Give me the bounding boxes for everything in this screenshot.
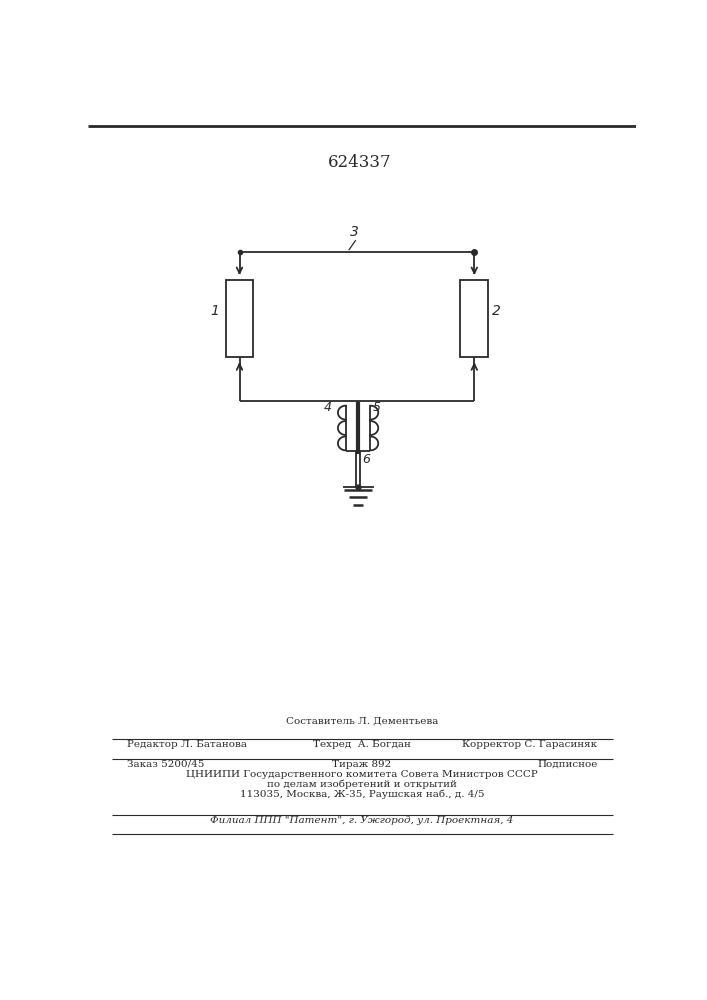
Text: Подписное: Подписное [537, 760, 597, 769]
Text: 624337: 624337 [328, 154, 392, 171]
Text: Заказ 5200/45: Заказ 5200/45 [127, 760, 204, 769]
Text: 2: 2 [492, 304, 501, 318]
Text: Корректор С. Гарасиняк: Корректор С. Гарасиняк [462, 740, 597, 749]
Text: Редактор Л. Батанова: Редактор Л. Батанова [127, 740, 247, 749]
Bar [460, 280, 489, 357]
Text: 6: 6 [362, 453, 370, 466]
Text: 3: 3 [351, 225, 359, 239]
Text: Составитель Л. Дементьева: Составитель Л. Дементьева [286, 717, 438, 726]
Text: ЦНИИПИ Государственного комитета Совета Министров СССР: ЦНИИПИ Государственного комитета Совета … [186, 770, 538, 779]
Text: по делам изобретений и открытий: по делам изобретений и открытий [267, 780, 457, 789]
Text: 4: 4 [324, 401, 332, 414]
Text: Тираж 892: Тираж 892 [332, 760, 392, 769]
Text: 1: 1 [211, 304, 219, 318]
Text: Филиал ППП "Патент", г. Ужгород, ул. Проектная, 4: Филиал ППП "Патент", г. Ужгород, ул. Про… [210, 816, 514, 825]
Bar [226, 280, 253, 357]
Text: 5: 5 [373, 401, 381, 414]
Text: 113035, Москва, Ж-35, Раушская наб., д. 4/5: 113035, Москва, Ж-35, Раушская наб., д. … [240, 790, 484, 799]
Text: Техред  А. Богдан: Техред А. Богдан [313, 740, 411, 749]
